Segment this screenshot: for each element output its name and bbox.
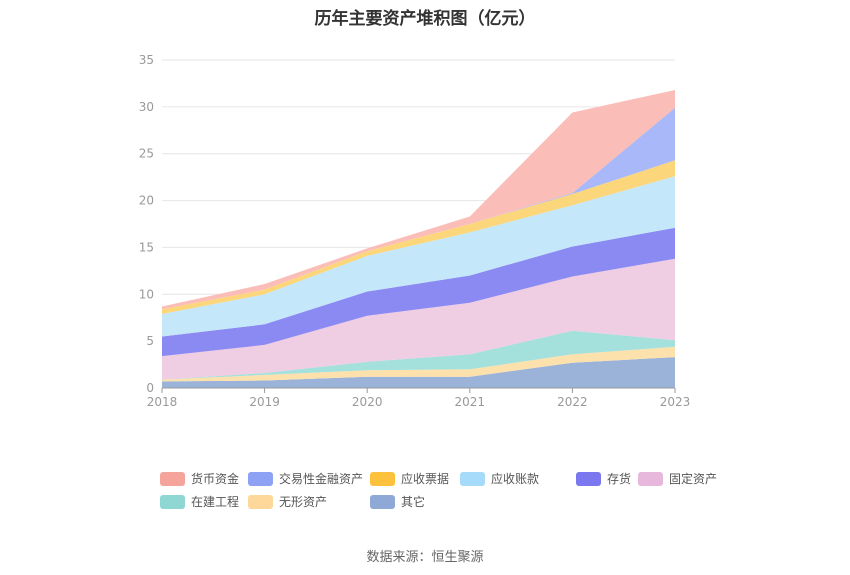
legend-label: 存货 — [607, 472, 632, 486]
axes: 0 5 10 15 20 25 30 35 2018 2019 2020 2021 2022 2023 — [139, 53, 691, 409]
legend-item[interactable]: 交易性金融资产 — [248, 470, 363, 487]
legend-item[interactable]: 无形资产 — [248, 493, 327, 510]
area-无形资产 — [162, 346, 675, 382]
area-其它 — [162, 357, 675, 388]
legend-item[interactable]: 应收账款 — [460, 470, 539, 487]
y-tick-label: 5 — [146, 334, 154, 348]
legend-item[interactable]: 货币资金 — [160, 470, 239, 487]
x-tick-label: 2020 — [352, 395, 383, 409]
legend-swatch — [370, 494, 395, 509]
legend-swatch — [370, 471, 395, 486]
area-应收账款 — [162, 176, 675, 337]
chart-title: 历年主要资产堆积图（亿元） — [314, 9, 536, 29]
y-tick-label: 30 — [139, 100, 154, 114]
legend-item[interactable]: 其它 — [370, 493, 425, 510]
legend-swatch — [248, 471, 273, 486]
legend-label: 应收账款 — [491, 472, 540, 486]
legend-swatch — [248, 494, 273, 509]
y-tick-label: 10 — [139, 287, 154, 301]
legend-label: 货币资金 — [191, 472, 240, 486]
y-tick-label: 0 — [146, 381, 154, 395]
legend-item[interactable]: 在建工程 — [160, 493, 239, 510]
legend-swatch — [638, 471, 663, 486]
area-固定资产 — [162, 258, 675, 380]
x-tick-label: 2018 — [147, 395, 178, 409]
x-tick-label: 2022 — [557, 395, 588, 409]
legend-label: 在建工程 — [191, 495, 240, 509]
area-货币资金 — [162, 90, 675, 310]
x-tick-label: 2019 — [249, 395, 280, 409]
y-tick-label: 15 — [139, 240, 154, 254]
y-tick-label: 20 — [139, 194, 154, 208]
area-series — [162, 90, 675, 388]
y-tick-label: 35 — [139, 53, 154, 67]
data-source: 数据来源：恒生聚源 — [366, 550, 484, 565]
x-tick-label: 2021 — [455, 395, 486, 409]
legend-label: 其它 — [401, 495, 426, 509]
x-tick-label: 2023 — [660, 395, 691, 409]
legend-item[interactable]: 固定资产 — [638, 470, 717, 487]
legend-swatch — [160, 471, 185, 486]
legend-label: 固定资产 — [669, 472, 718, 486]
legend-swatch — [460, 471, 485, 486]
legend-item[interactable]: 存货 — [576, 470, 631, 487]
area-存货 — [162, 227, 675, 357]
legend-label: 应收票据 — [401, 472, 450, 486]
y-tick-label: 25 — [139, 147, 154, 161]
area-在建工程 — [162, 330, 675, 380]
legend-swatch — [160, 494, 185, 509]
stacked-area-chart: 0 5 10 15 20 25 30 35 2018 2019 2020 2021 2022 2023 — [139, 53, 691, 409]
legend-label: 无形资产 — [279, 495, 328, 509]
legend-label: 交易性金融资产 — [279, 472, 364, 486]
legend-item[interactable]: 应收票据 — [370, 470, 449, 487]
legend-swatch — [576, 471, 601, 486]
